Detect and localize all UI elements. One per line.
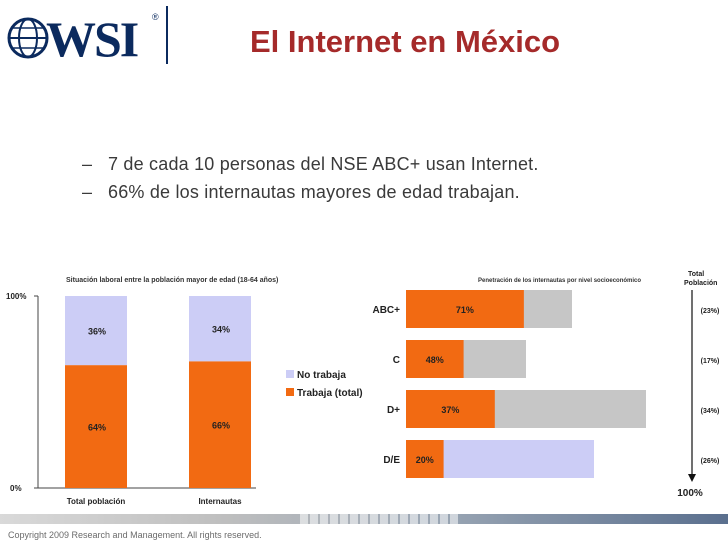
population-label: (34%) — [701, 408, 720, 415]
bar-penetration — [406, 390, 495, 428]
population-label: (23%) — [701, 308, 720, 315]
legend-label: Trabaja (total) — [297, 388, 363, 399]
category-label: Total población — [67, 497, 126, 506]
population-label: (17%) — [701, 358, 720, 365]
logo-divider — [166, 6, 168, 64]
y-tick-label: 100% — [6, 292, 26, 301]
population-label: (26%) — [701, 458, 720, 465]
bullet-item: –7 de cada 10 personas del NSE ABC+ usan… — [82, 150, 539, 178]
bar-segment — [189, 296, 251, 362]
y-tick-label: 0% — [10, 484, 22, 493]
employment-chart-svg: Situación laboral entre la población may… — [6, 277, 363, 506]
bullet-dash: – — [82, 154, 93, 174]
penetration-chart-svg: Penetración de los internautas por nivel… — [372, 271, 720, 499]
bar-penetration — [406, 340, 464, 378]
copyright-text: Copyright 2009 Research and Management. … — [8, 530, 262, 540]
bar-segment — [65, 296, 127, 366]
data-label: 34% — [212, 325, 230, 335]
side-header: Total — [688, 271, 704, 278]
data-label: 36% — [88, 327, 106, 337]
total-arrow-head — [688, 474, 696, 482]
legend-swatch — [286, 370, 294, 378]
bullet-item: –66% de los internautas mayores de edad … — [82, 178, 539, 206]
category-label: D/E — [383, 455, 400, 466]
bullet-text: 7 de cada 10 personas del NSE ABC+ usan … — [108, 154, 539, 174]
legend-label: No trabaja — [297, 370, 346, 381]
legend-swatch — [286, 388, 294, 396]
bullet-dash: – — [82, 182, 93, 202]
employment-chart: Situación laboral entre la población may… — [0, 262, 368, 517]
chart-title: Penetración de los internautas por nivel… — [478, 278, 641, 284]
data-label: 66% — [212, 421, 230, 431]
bar-segment — [65, 365, 127, 488]
globe-icon — [7, 17, 49, 59]
logo-registered-mark: ® — [152, 12, 159, 22]
bar-segment — [189, 361, 251, 488]
data-label: 64% — [88, 423, 106, 433]
logo-text: WSI — [46, 11, 139, 67]
penetration-chart: Penetración de los internautas por nivel… — [372, 268, 728, 510]
data-label: 71% — [456, 305, 474, 315]
side-header: Población — [684, 280, 717, 287]
footer-pattern — [300, 514, 458, 524]
bullet-list: –7 de cada 10 personas del NSE ABC+ usan… — [82, 150, 539, 206]
category-label: Internautas — [198, 497, 242, 506]
chart-title: Situación laboral entre la población may… — [66, 277, 278, 284]
category-label: ABC+ — [372, 305, 400, 316]
side-total-label: 100% — [677, 488, 703, 499]
category-label: D+ — [387, 405, 400, 416]
data-label: 37% — [441, 405, 459, 415]
category-label: C — [393, 355, 400, 366]
bullet-text: 66% de los internautas mayores de edad t… — [108, 182, 520, 202]
page-title: El Internet en México — [250, 24, 561, 59]
data-label: 48% — [426, 355, 444, 365]
bar-penetration — [406, 290, 524, 328]
data-label: 20% — [416, 455, 434, 465]
bar-penetration — [406, 440, 444, 478]
wsi-logo: WSI ® — [6, 4, 166, 70]
